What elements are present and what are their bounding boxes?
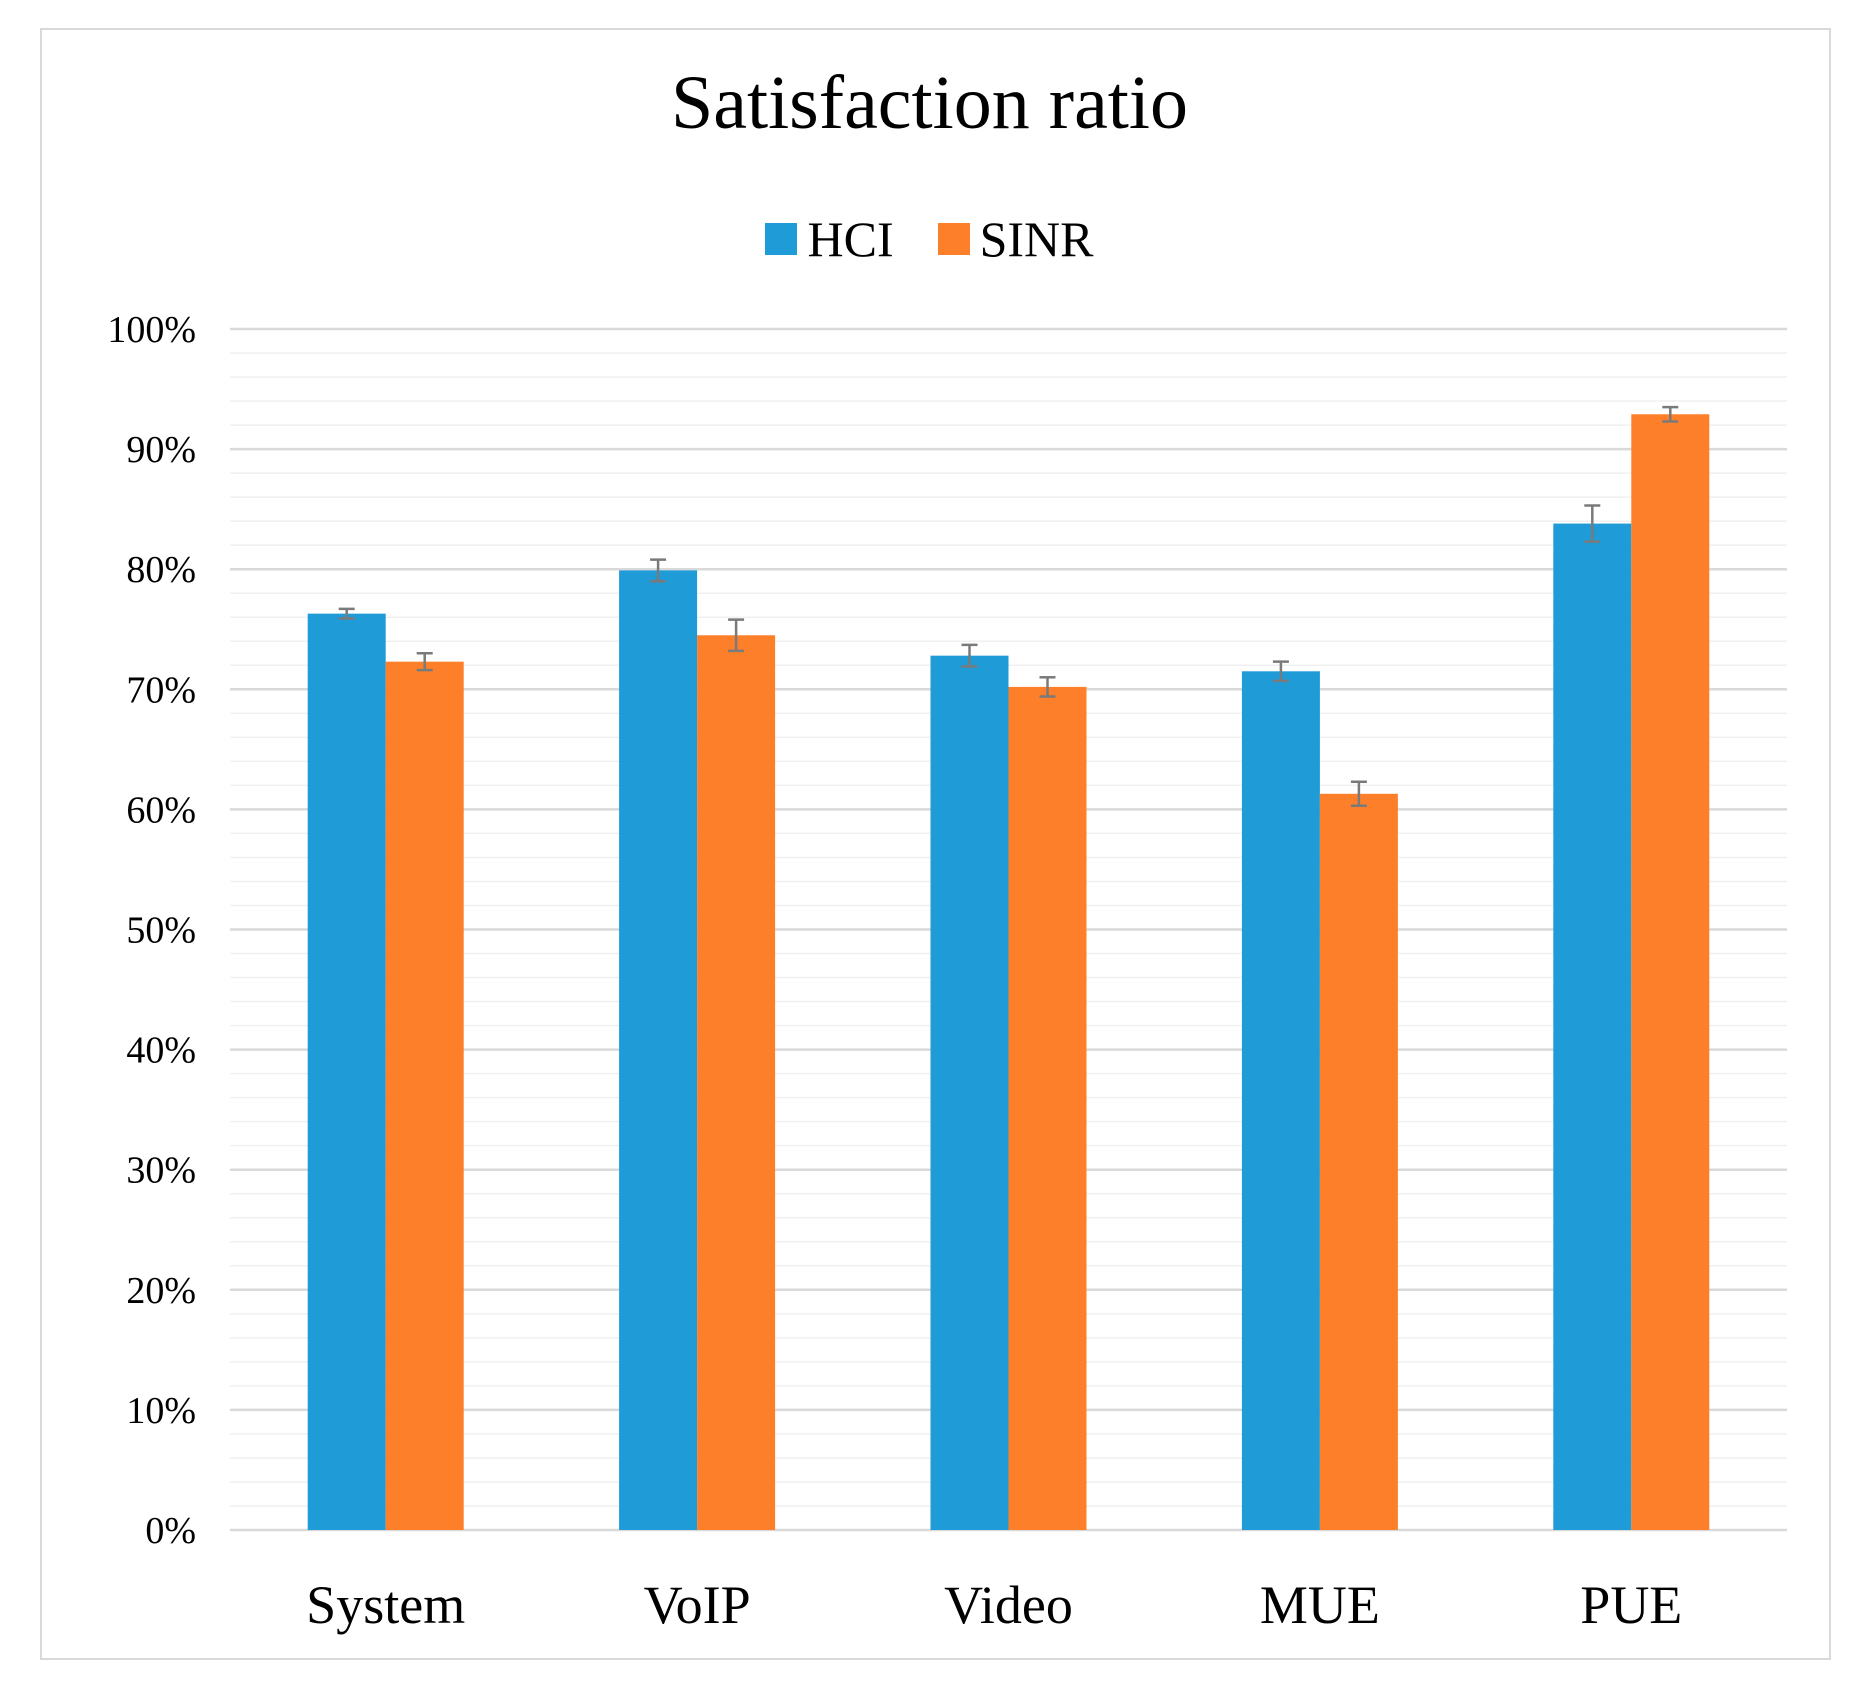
x-category-label: Video [944,1575,1073,1635]
bar-sinr-voip [697,635,776,1530]
bar-sinr-system [385,661,464,1530]
bar-hci-mue [1241,671,1320,1530]
bar-sinr-mue [1319,793,1398,1530]
error-bar-sinr-voip [728,618,745,653]
y-tick-label: 80% [126,549,196,591]
x-axis-categories: System VoIP Video MUE PUE [306,1575,1682,1635]
bars [307,414,1710,1530]
bar-sinr-video [1008,686,1087,1530]
x-category-label: VoIP [644,1575,751,1635]
bar-hci-pue [1553,523,1632,1530]
x-category-label: System [306,1575,465,1635]
legend-label-sinr: SINR [979,211,1094,267]
y-tick-label: 60% [126,789,196,831]
y-tick-label: 30% [126,1150,196,1192]
legend: HCI SINR [0,210,1859,268]
y-tick-label: 70% [126,669,196,711]
legend-entry-sinr: SINR [937,210,1094,268]
error-bar-sinr-pue [1662,405,1679,423]
error-bar-hci-pue [1584,504,1601,543]
error-bar-hci-system [338,607,355,620]
x-category-label: PUE [1580,1575,1682,1635]
bar-hci-video [930,655,1009,1530]
y-axis-ticks: 0% 10% 20% 30% 40% 50% 60% 70% 80% 90% 100% [107,309,196,1552]
error-bar-hci-mue [1272,660,1289,683]
chart-title: Satisfaction ratio [670,61,1189,145]
y-tick-label: 40% [126,1030,196,1072]
x-category-label: MUE [1260,1575,1380,1635]
bar-sinr-pue [1631,414,1710,1530]
error-bar-hci-video [961,643,978,668]
bar-hci-system [307,613,386,1530]
y-tick-label: 100% [107,309,196,351]
y-tick-label: 10% [126,1390,196,1432]
legend-swatch-sinr [937,223,970,255]
error-bars [338,405,1679,808]
y-tick-label: 20% [126,1270,196,1312]
legend-entry-hci: HCI [765,210,894,268]
y-tick-label: 90% [126,429,196,471]
y-tick-label: 50% [126,910,196,952]
error-bar-sinr-system [416,652,433,672]
error-bar-sinr-mue [1350,780,1367,808]
legend-label-hci: HCI [807,211,894,267]
legend-swatch-hci [765,223,798,255]
bar-hci-voip [619,570,698,1530]
y-tick-label: 0% [145,1510,196,1552]
error-bar-hci-voip [650,558,667,583]
error-bar-sinr-video [1039,676,1056,698]
